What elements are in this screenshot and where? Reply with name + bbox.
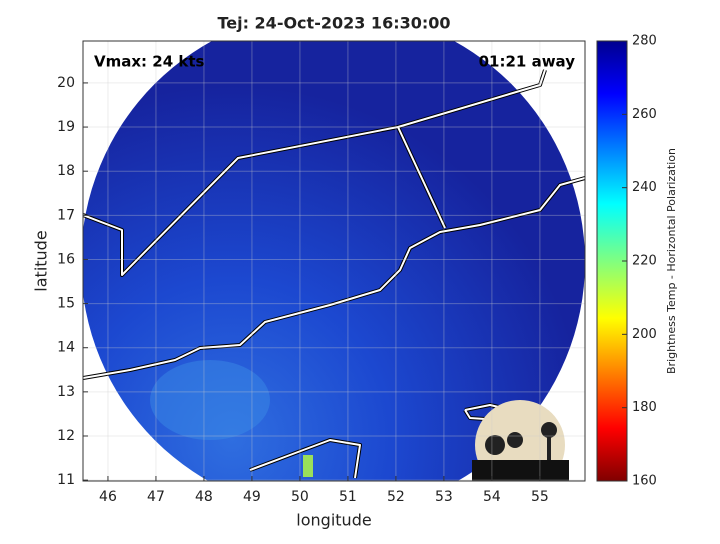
away-label: 01:21 away [479,53,576,71]
cimss-logo [472,400,569,481]
y-tick-label: 16 [57,251,75,267]
x-tick-label: 50 [291,489,309,505]
x-tick-label: 54 [483,489,501,505]
x-tick-label: 46 [99,489,117,505]
y-tick-label: 14 [57,340,75,356]
x-tick-label: 55 [531,489,549,505]
y-tick-label: 15 [57,296,75,312]
plot-frame [82,40,586,482]
x-tick-label: 53 [435,489,453,505]
colorbar-tick-label: 260 [632,107,657,122]
x-tick-label: 47 [147,489,165,505]
colorbar-tick-label: 180 [632,400,657,415]
x-tick-label: 51 [339,489,357,505]
vmax-label: Vmax: 24 kts [94,53,204,71]
x-axis-label: longitude [296,511,371,530]
x-tick-label: 49 [243,489,261,505]
colorbar-tick-label: 220 [632,254,657,269]
grid [83,41,585,481]
y-tick-label: 17 [57,207,75,223]
colorbar-tick-label: 160 [632,474,657,489]
warm-pixels [303,455,313,477]
colorbar-tick-label: 240 [632,180,657,195]
colorbar-label: Brightness Temp - Horizontal Polarizatio… [665,148,678,374]
x-tick-label: 48 [195,489,213,505]
y-tick-label: 12 [57,428,75,444]
map-title: Tej: 24-Oct-2023 16:30:00 [217,14,450,33]
y-tick-label: 11 [57,472,75,488]
y-tick-label: 20 [57,75,75,91]
coastlines [83,69,585,479]
y-tick-label: 19 [57,119,75,135]
x-tick-label: 52 [387,489,405,505]
map-area [83,41,585,481]
y-tick-label: 18 [57,163,75,179]
colorbar-tick-label: 280 [632,34,657,49]
warm-patch [150,360,270,440]
colorbar-tick-label: 200 [632,327,657,342]
y-tick-label: 13 [57,384,75,400]
y-axis-label: latitude [32,230,51,291]
